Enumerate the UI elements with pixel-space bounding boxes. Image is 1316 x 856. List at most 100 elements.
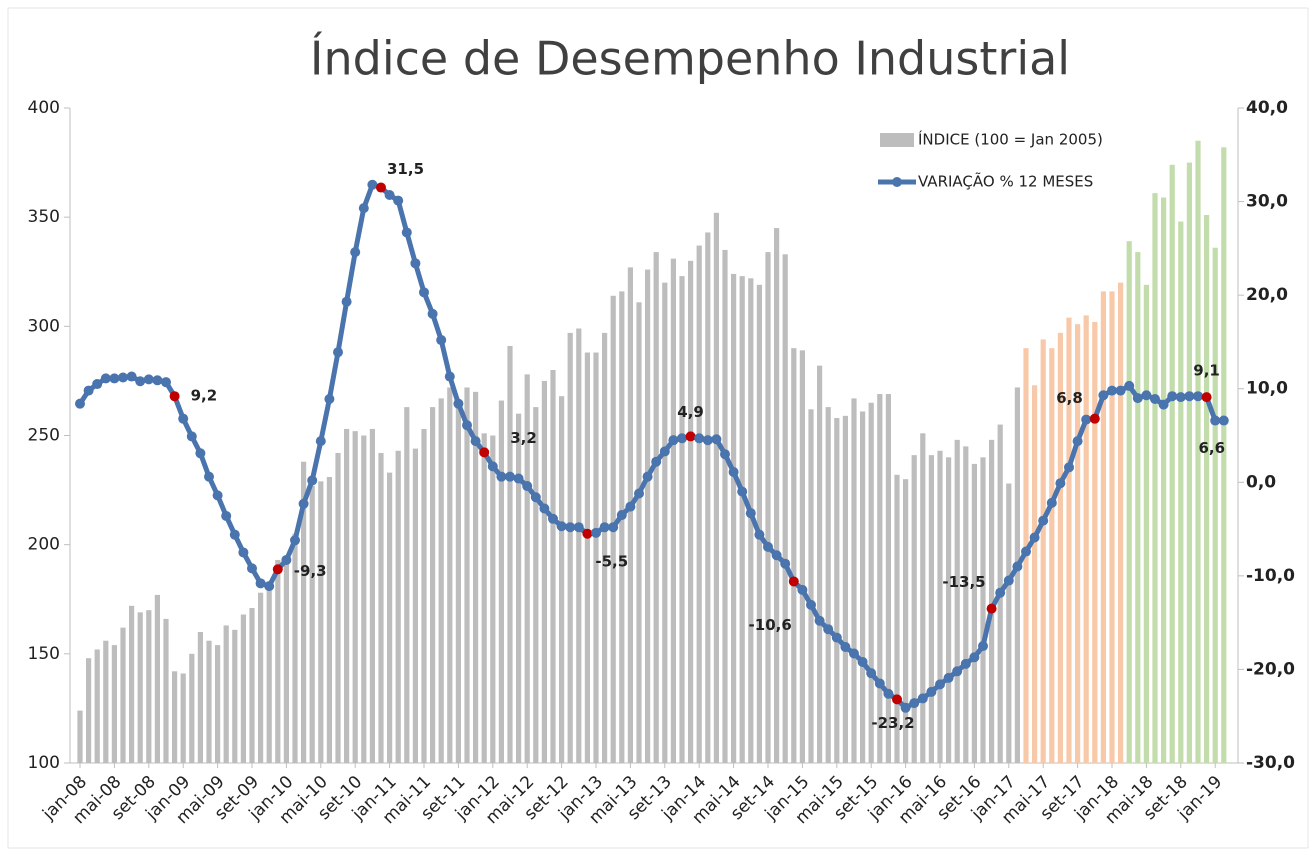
bar [748, 278, 754, 763]
bar [567, 332, 573, 763]
marker [1055, 478, 1066, 489]
marker [212, 490, 223, 501]
bar [868, 402, 874, 763]
y-tick-label: 150 [28, 644, 60, 664]
marker [513, 473, 524, 484]
marker [350, 247, 361, 258]
bar [146, 610, 152, 763]
bar [1195, 140, 1201, 763]
marker [126, 371, 137, 382]
bar [662, 282, 668, 763]
bar [344, 428, 350, 763]
bar [283, 559, 289, 763]
marker [307, 475, 318, 486]
bar [1014, 387, 1020, 763]
bar [404, 407, 410, 763]
bar [77, 710, 83, 763]
marker [745, 508, 756, 519]
bar [180, 673, 186, 763]
bar [731, 273, 737, 763]
data-label: -5,5 [595, 552, 628, 570]
marker [625, 501, 636, 512]
marker [823, 624, 834, 635]
bar [103, 640, 109, 763]
marker [333, 347, 343, 358]
bar [894, 474, 900, 763]
marker [1132, 393, 1143, 404]
bar [705, 232, 711, 763]
marker [599, 522, 610, 533]
y-tick-label: 200 [28, 535, 60, 555]
bar [266, 581, 272, 763]
bar [455, 402, 461, 763]
bar [1049, 348, 1055, 763]
bar [301, 461, 307, 763]
marker [453, 398, 464, 409]
bar [369, 428, 375, 763]
data-label: -10,6 [749, 616, 792, 634]
marker [247, 563, 257, 574]
bar [1057, 332, 1063, 763]
marker [677, 433, 687, 444]
bar [172, 671, 178, 763]
marker [608, 522, 619, 533]
marker [857, 656, 868, 667]
bar [232, 629, 238, 763]
bar [954, 439, 960, 763]
marker [1184, 391, 1195, 402]
marker [419, 287, 429, 298]
bar [524, 374, 530, 763]
marker [427, 308, 438, 319]
marker [1081, 414, 1092, 425]
bar [920, 433, 926, 763]
bar [980, 457, 986, 763]
bar [1143, 284, 1149, 763]
marker [376, 182, 386, 193]
marker [874, 678, 885, 689]
bar [163, 618, 169, 763]
marker [384, 190, 395, 201]
bar [533, 407, 539, 763]
marker [754, 529, 765, 540]
marker [1201, 392, 1212, 403]
bar [197, 632, 203, 763]
y-tick-label: 350 [28, 207, 60, 227]
legend-box [822, 128, 1112, 208]
bar [223, 625, 229, 763]
marker [806, 599, 816, 610]
marker [367, 179, 378, 190]
marker [926, 686, 937, 697]
marker [487, 461, 498, 472]
bar [361, 435, 367, 763]
bar [1186, 162, 1192, 764]
marker [410, 258, 421, 269]
marker [221, 510, 232, 521]
marker [616, 510, 627, 521]
chart-frame [7, 7, 1309, 849]
bar [903, 479, 909, 763]
bar [447, 387, 453, 763]
marker [1021, 546, 1031, 557]
bar [1152, 193, 1158, 763]
marker [324, 394, 335, 405]
marker [100, 373, 111, 384]
marker [935, 679, 945, 690]
legend-swatch [892, 177, 902, 187]
y2-tick-label: 40,0 [1246, 98, 1288, 118]
marker [720, 449, 730, 460]
bar [473, 391, 479, 763]
bar [911, 455, 917, 763]
marker [771, 550, 782, 561]
marker [1175, 392, 1186, 403]
marker [178, 413, 189, 424]
bar [120, 627, 126, 763]
marker [780, 558, 791, 569]
marker [728, 466, 739, 477]
data-label: -13,5 [942, 573, 985, 591]
bar [1092, 321, 1098, 763]
bar [1100, 291, 1106, 763]
marker [1012, 561, 1023, 572]
bar [851, 398, 857, 763]
marker [573, 522, 584, 533]
marker [255, 578, 266, 589]
